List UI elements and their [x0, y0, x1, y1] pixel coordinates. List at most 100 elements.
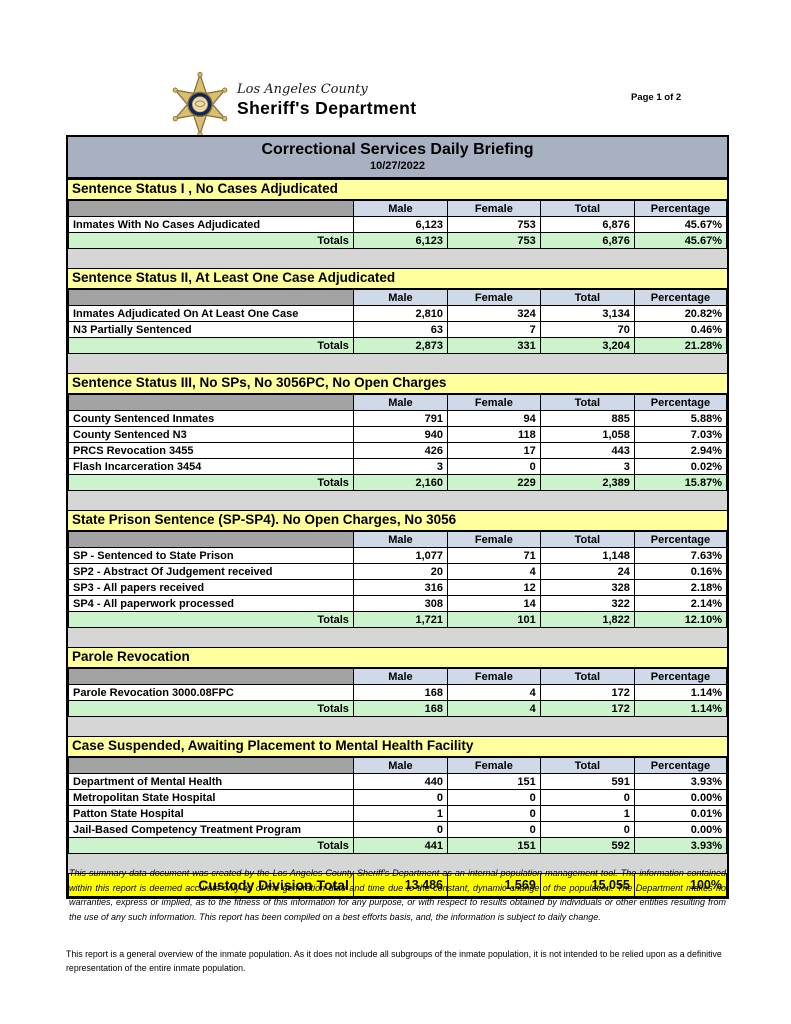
cell-total: 6,876 — [539, 216, 635, 233]
totals-female: 331 — [447, 337, 541, 354]
table-row: Flash Incarceration 3454 3 0 3 0.02% — [68, 458, 728, 475]
cell-male: 20 — [352, 563, 449, 580]
section-table: Male Female Total Percentage SP - Sentenced … — [68, 531, 728, 628]
cell-female: 324 — [447, 305, 541, 322]
column-header: Female — [447, 200, 541, 217]
table-row: SP - Sentenced to State Prison 1,077 71 1,1… — [68, 547, 728, 564]
cell-male: 308 — [352, 595, 449, 612]
cell-female: 12 — [447, 579, 541, 596]
column-header: Total — [539, 531, 635, 548]
column-header-spacer — [68, 289, 354, 306]
cell-percentage: 20.82% — [633, 305, 728, 322]
totals-male: 6,123 — [352, 232, 449, 249]
cell-female: 0 — [447, 821, 541, 838]
cell-percentage: 2.18% — [633, 579, 728, 596]
table-row: SP3 - All papers received 316 12 328 2.18% — [68, 579, 728, 596]
column-header: Percentage — [633, 757, 728, 774]
column-header-spacer — [68, 531, 354, 548]
custody-total-female: 1,569 — [447, 873, 541, 897]
table-row: Department of Mental Health 440 151 591 3.93… — [68, 773, 728, 790]
totals-percentage: 1.14% — [633, 700, 728, 717]
cell-female: 94 — [447, 410, 541, 427]
section-spacer — [68, 628, 727, 647]
cell-percentage: 7.63% — [633, 547, 728, 564]
cell-male: 440 — [352, 773, 449, 790]
cell-total: 0 — [539, 821, 635, 838]
cell-male: 63 — [352, 321, 449, 338]
totals-label: Totals — [68, 611, 354, 628]
cell-percentage: 2.14% — [633, 595, 728, 612]
cell-total: 443 — [539, 442, 635, 459]
table-row: SP2 - Abstract Of Judgement received 20 4 2… — [68, 563, 728, 580]
cell-percentage: 0.02% — [633, 458, 728, 475]
custody-division-total-table: Custody Division Total 13,486 1,569 15,0… — [68, 873, 728, 897]
column-header: Female — [447, 757, 541, 774]
section-spacer — [68, 854, 727, 873]
cell-total: 0 — [539, 789, 635, 806]
table-row: Inmates Adjudicated On At Least One Case… — [68, 305, 728, 322]
table-row: PRCS Revocation 3455 426 17 443 2.94% — [68, 442, 728, 459]
totals-female: 4 — [447, 700, 541, 717]
row-label: Inmates Adjudicated On At Least One Case — [68, 305, 354, 322]
column-header: Male — [352, 531, 449, 548]
row-label: SP2 - Abstract Of Judgement received — [68, 563, 354, 580]
table-row: Inmates With No Cases Adjudicated 6,123 75… — [68, 216, 728, 233]
table-row: Metropolitan State Hospital 0 0 0 0.00% — [68, 789, 728, 806]
custody-total-label: Custody Division Total — [68, 873, 354, 897]
totals-male: 168 — [352, 700, 449, 717]
cell-total: 322 — [539, 595, 635, 612]
totals-total: 6,876 — [539, 232, 635, 249]
totals-percentage: 12.10% — [633, 611, 728, 628]
column-header-spacer — [68, 394, 354, 411]
cell-percentage: 0.01% — [633, 805, 728, 822]
table-row: N3 Partially Sentenced 63 7 70 0.46% — [68, 321, 728, 338]
section-title: Sentence Status II, At Least One Case Ad… — [68, 268, 727, 289]
row-label: Jail-Based Competency Treatment Program — [68, 821, 354, 838]
column-header: Total — [539, 394, 635, 411]
cell-female: 4 — [447, 684, 541, 701]
section-title: State Prison Sentence (SP-SP4). No Open … — [68, 510, 727, 531]
report-title: Correctional Services Daily Briefing — [261, 141, 534, 158]
row-label: Flash Incarceration 3454 — [68, 458, 354, 475]
totals-female: 229 — [447, 474, 541, 491]
section-spacer — [68, 354, 727, 373]
custody-total-male: 13,486 — [352, 873, 449, 897]
column-header: Male — [352, 200, 449, 217]
row-label: County Sentenced Inmates — [68, 410, 354, 427]
cell-male: 316 — [352, 579, 449, 596]
totals-row: Totals 1,721 101 1,822 12.10% — [68, 611, 728, 628]
column-header: Total — [539, 668, 635, 685]
table-row: Patton State Hospital 1 0 1 0.01% — [68, 805, 728, 822]
cell-total: 172 — [539, 684, 635, 701]
section-title: Case Suspended, Awaiting Placement to Me… — [68, 736, 727, 757]
cell-female: 17 — [447, 442, 541, 459]
table-row: Parole Revocation 3000.08FPC 168 4 172 1.14% — [68, 684, 728, 701]
section-table: Male Female Total Percentage Inmates Adjudic… — [68, 289, 728, 354]
table-row: County Sentenced Inmates 791 94 885 5.88% — [68, 410, 728, 427]
table-row: SP4 - All paperwork processed 308 14 322 2.1… — [68, 595, 728, 612]
totals-label: Totals — [68, 474, 354, 491]
cell-total: 3 — [539, 458, 635, 475]
column-header: Total — [539, 289, 635, 306]
cell-male: 1 — [352, 805, 449, 822]
overview-note: This report is a general overview of the… — [66, 949, 722, 973]
cell-male: 168 — [352, 684, 449, 701]
cell-female: 151 — [447, 773, 541, 790]
cell-male: 426 — [352, 442, 449, 459]
section-title: Sentence Status III, No SPs, No 3056PC, … — [68, 373, 727, 394]
column-header-spacer — [68, 668, 354, 685]
cell-male: 0 — [352, 821, 449, 838]
totals-percentage: 45.67% — [633, 232, 728, 249]
totals-male: 2,873 — [352, 337, 449, 354]
row-label: PRCS Revocation 3455 — [68, 442, 354, 459]
totals-percentage: 15.87% — [633, 474, 728, 491]
section-table: Male Female Total Percentage Inmates With No… — [68, 200, 728, 249]
cell-percentage: 0.00% — [633, 821, 728, 838]
totals-label: Totals — [68, 337, 354, 354]
column-header: Male — [352, 289, 449, 306]
totals-total: 172 — [539, 700, 635, 717]
cell-female: 118 — [447, 426, 541, 443]
totals-female: 753 — [447, 232, 541, 249]
row-label: Parole Revocation 3000.08FPC — [68, 684, 354, 701]
